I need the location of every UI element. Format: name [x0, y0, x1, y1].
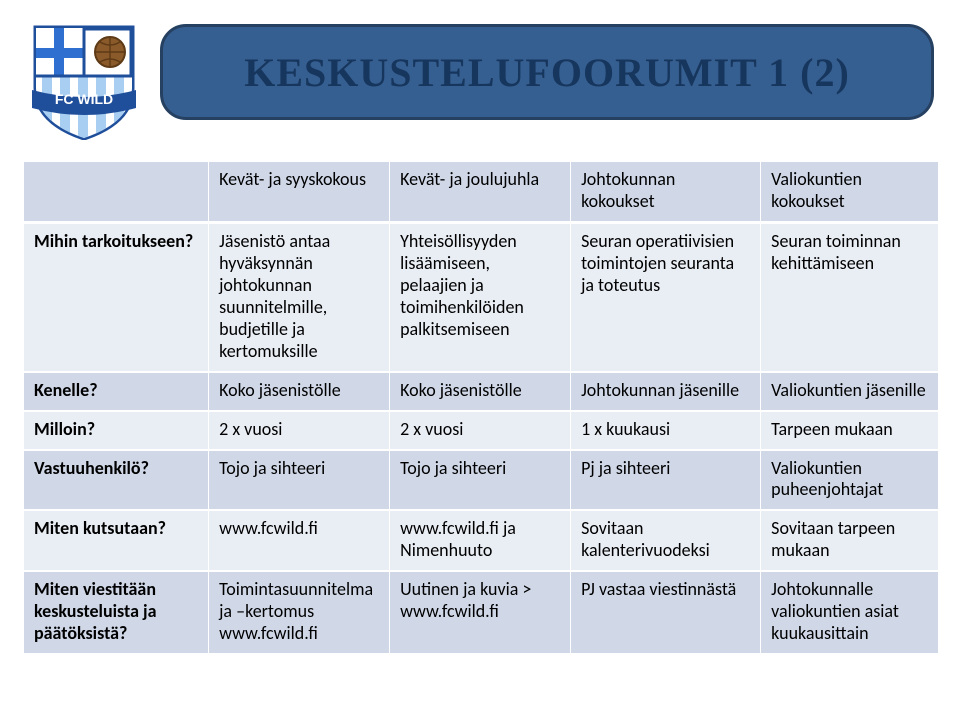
cell: Valiokuntien puheenjohtajat — [761, 450, 938, 511]
cell: Pj ja sihteeri — [571, 450, 761, 511]
table-header-row: Kevät- ja syyskokous Kevät- ja joulujuhl… — [24, 162, 938, 222]
cell: Sovitaan kalenterivuodeksi — [571, 510, 761, 571]
cell: Yhteisöllisyyden lisäämiseen, pelaajien … — [390, 222, 571, 371]
col-hdr-2: Kevät- ja joulujuhla — [390, 162, 571, 222]
cell: PJ vastaa viestinnästä — [571, 571, 761, 653]
cell: Tojo ja sihteeri — [390, 450, 571, 511]
cell: Seuran toiminnan kehittämiseen — [761, 222, 938, 371]
col-hdr-blank — [24, 162, 209, 222]
cell: Koko jäsenistölle — [390, 372, 571, 411]
table-row: Milloin? 2 x vuosi 2 x vuosi 1 x kuukaus… — [24, 411, 938, 450]
page-title: KESKUSTELUFOORUMIT 1 (2) — [244, 49, 850, 96]
club-logo: FC WILD — [24, 18, 144, 140]
row-hdr: Miten viestitään keskusteluista ja päätö… — [24, 571, 209, 653]
col-hdr-4: Valiokuntien kokoukset — [761, 162, 938, 222]
table-row: Miten kutsutaan? www.fcwild.fi www.fcwil… — [24, 510, 938, 571]
col-hdr-1: Kevät- ja syyskokous — [209, 162, 390, 222]
table-row: Kenelle? Koko jäsenistölle Koko jäsenist… — [24, 372, 938, 411]
cell: Sovitaan tarpeen mukaan — [761, 510, 938, 571]
cell: Jäsenistö antaa hyväksynnän johtokunnan … — [209, 222, 390, 371]
forum-table: Kevät- ja syyskokous Kevät- ja joulujuhl… — [24, 162, 938, 653]
col-hdr-3: Johtokunnan kokoukset — [571, 162, 761, 222]
cell: Johtokunnan jäsenille — [571, 372, 761, 411]
row-hdr: Milloin? — [24, 411, 209, 450]
header-band: KESKUSTELUFOORUMIT 1 (2) — [0, 18, 960, 138]
cell: 1 x kuukausi — [571, 411, 761, 450]
cell: www.fcwild.fi — [209, 510, 390, 571]
row-hdr: Vastuuhenkilö? — [24, 450, 209, 511]
cell: Valiokuntien jäsenille — [761, 372, 938, 411]
row-hdr: Mihin tarkoitukseen? — [24, 222, 209, 371]
cell: Koko jäsenistölle — [209, 372, 390, 411]
title-box: KESKUSTELUFOORUMIT 1 (2) — [160, 24, 934, 120]
logo-text: FC WILD — [55, 91, 113, 107]
cell: Seuran operatiivisien toimintojen seuran… — [571, 222, 761, 371]
cell: 2 x vuosi — [390, 411, 571, 450]
cell: Tarpeen mukaan — [761, 411, 938, 450]
table-wrapper: Kevät- ja syyskokous Kevät- ja joulujuhl… — [24, 162, 938, 653]
cell: www.fcwild.fi ja Nimenhuuto — [390, 510, 571, 571]
cell: Johtokunnalle valiokuntien asiat kuukaus… — [761, 571, 938, 653]
table-row: Vastuuhenkilö? Tojo ja sihteeri Tojo ja … — [24, 450, 938, 511]
cell: Uutinen ja kuvia > www.fcwild.fi — [390, 571, 571, 653]
cell: Toimintasuunnitelma ja –kertomus www.fcw… — [209, 571, 390, 653]
row-hdr: Miten kutsutaan? — [24, 510, 209, 571]
cell: 2 x vuosi — [209, 411, 390, 450]
table-row: Mihin tarkoitukseen? Jäsenistö antaa hyv… — [24, 222, 938, 371]
cell: Tojo ja sihteeri — [209, 450, 390, 511]
table-row: Miten viestitään keskusteluista ja päätö… — [24, 571, 938, 653]
row-hdr: Kenelle? — [24, 372, 209, 411]
